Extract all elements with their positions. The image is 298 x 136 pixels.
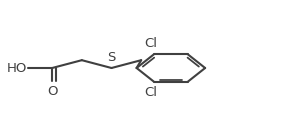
Text: Cl: Cl — [144, 86, 157, 99]
Text: HO: HO — [6, 61, 27, 75]
Text: S: S — [107, 51, 116, 64]
Text: O: O — [47, 85, 58, 98]
Text: Cl: Cl — [144, 37, 157, 50]
